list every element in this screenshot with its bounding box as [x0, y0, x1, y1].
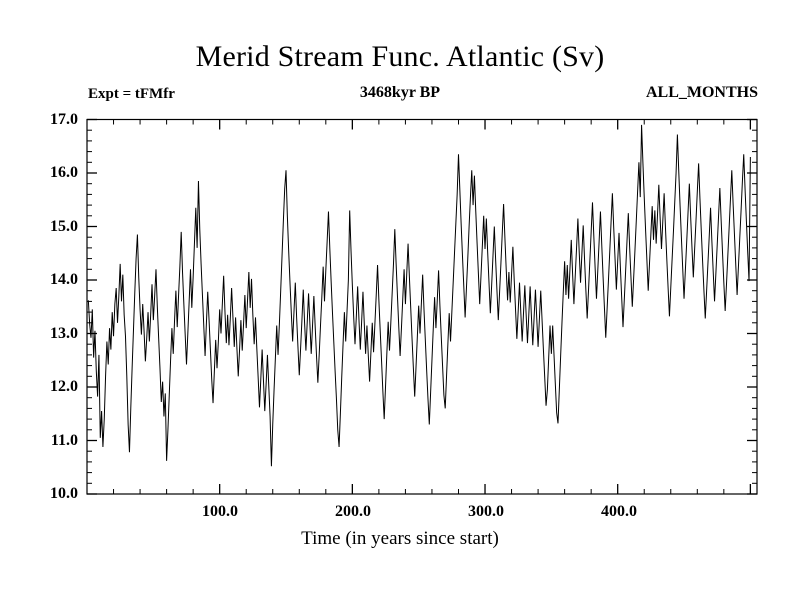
months-label: ALL_MONTHS	[645, 84, 758, 101]
y-tick-label-15: 15.0	[50, 218, 78, 235]
y-tick-label-17: 17.0	[50, 111, 78, 128]
plot-frame	[86, 118, 758, 495]
x-axis-title: Time (in years since start)	[301, 528, 499, 549]
x-tick-label-400: 400.0	[601, 503, 637, 520]
y-tick-label-12: 12.0	[50, 378, 78, 395]
y-tick-label-14: 14.0	[50, 271, 78, 288]
time-period-label: 3468kyr BP	[359, 84, 441, 101]
x-tick-label-200: 200.0	[335, 503, 371, 520]
x-tick-label-300: 300.0	[468, 503, 504, 520]
y-tick-label-13: 13.0	[50, 325, 78, 342]
timeseries-line	[87, 124, 751, 467]
y-tick-label-11: 11.0	[50, 432, 78, 449]
y-tick-label-10: 10.0	[50, 485, 78, 502]
experiment-label: Expt = tFMfr	[88, 86, 175, 102]
chart-title: Merid Stream Func. Atlantic (Sv)	[195, 40, 605, 73]
y-tick-label-16: 16.0	[50, 164, 78, 181]
x-tick-label-100: 100.0	[202, 503, 238, 520]
axis-ticks	[86, 118, 757, 495]
